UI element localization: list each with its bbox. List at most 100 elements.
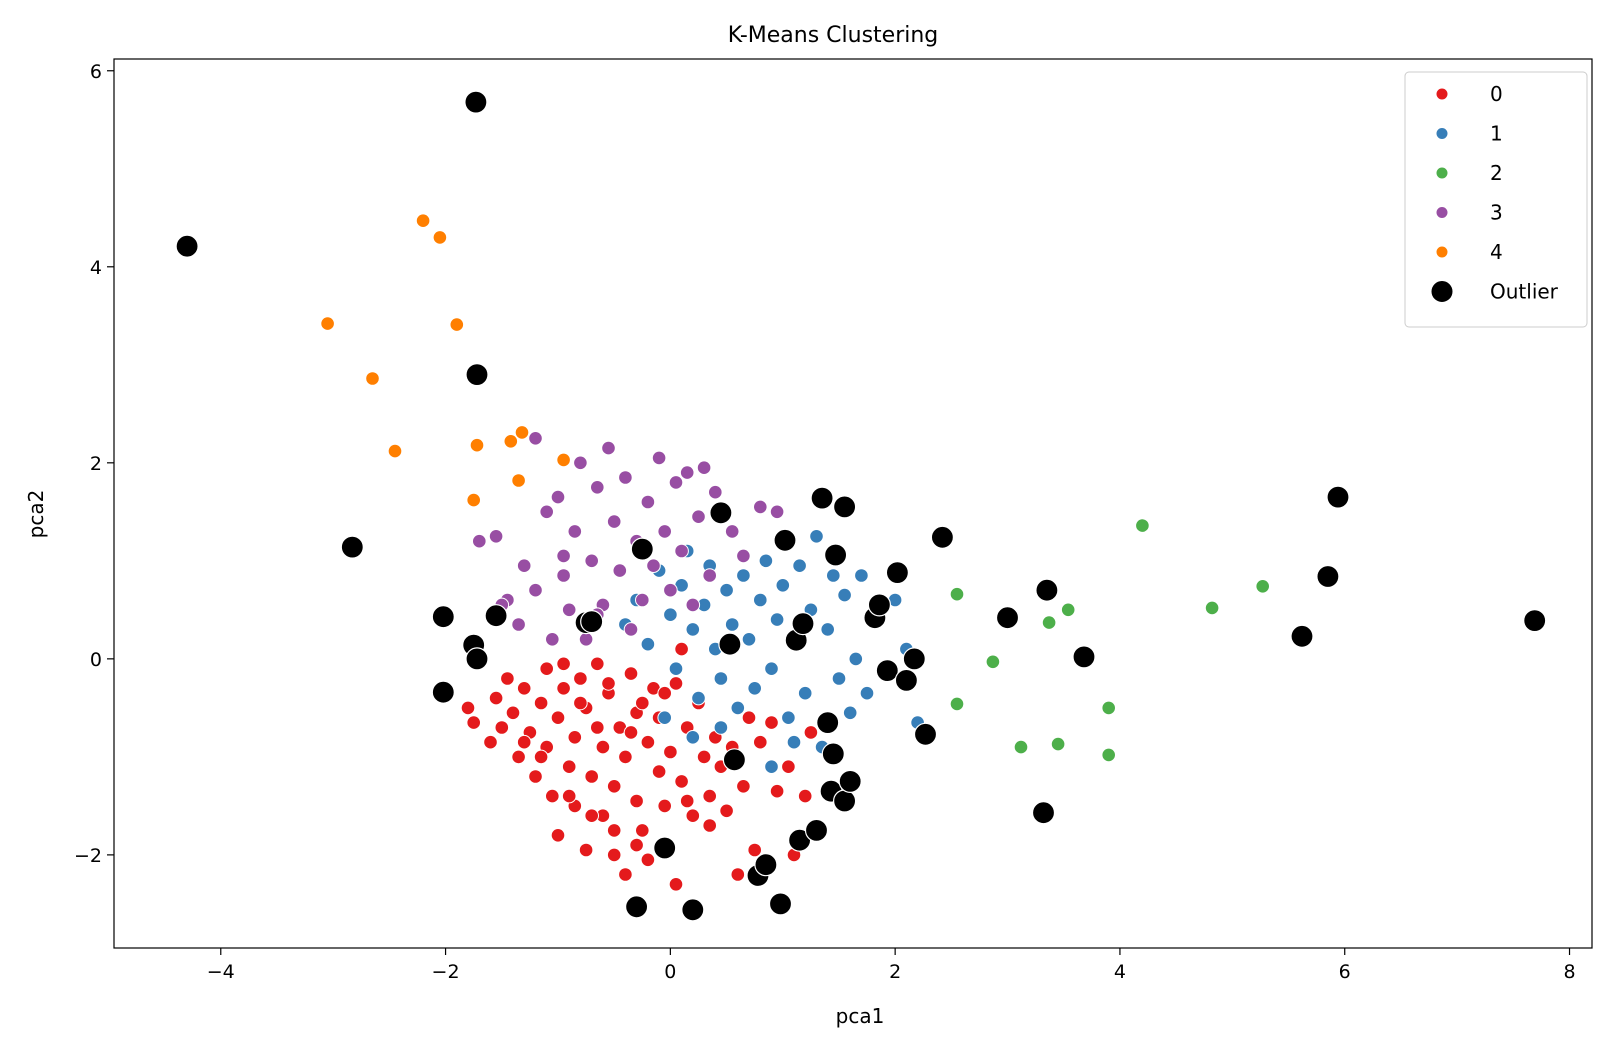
cluster-0-point: [618, 749, 633, 765]
cluster-3-point: [612, 563, 628, 578]
cluster-1-point: [730, 700, 746, 716]
cluster-0-point: [556, 681, 571, 696]
cluster-0-point: [702, 818, 718, 833]
plot-marks: [175, 90, 1547, 922]
x-tick-label: 6: [1339, 961, 1351, 983]
cluster-4-point: [556, 452, 571, 468]
outlier-point: [902, 647, 926, 671]
outlier-point: [791, 611, 815, 636]
cluster-0-point: [550, 710, 566, 726]
cluster-0-point: [606, 779, 622, 794]
cluster-0-point: [679, 793, 695, 809]
cluster-1-point: [809, 529, 824, 544]
cluster-0-point: [640, 852, 656, 868]
outlier-point: [823, 543, 848, 567]
cluster-3-point: [679, 465, 695, 480]
outlier-point: [653, 836, 677, 860]
x-axis-label: pca1: [836, 1004, 885, 1028]
cluster-0-point: [573, 695, 588, 711]
cluster-0-point: [719, 803, 734, 819]
y-axis-label: pca2: [24, 490, 48, 539]
cluster-1-point: [837, 587, 852, 603]
cluster-2-point: [949, 696, 965, 712]
cluster-0-point: [590, 656, 605, 672]
cluster-0-point: [753, 734, 768, 750]
cluster-1-point: [854, 568, 869, 583]
cluster-0-point: [668, 676, 684, 691]
cluster-1-point: [775, 578, 791, 593]
cluster-0-point: [561, 788, 577, 804]
cluster-0-point: [606, 847, 622, 863]
outlier-point: [754, 853, 778, 877]
outlier-point: [718, 632, 742, 656]
legend-label: 1: [1490, 122, 1503, 146]
x-tick-label: 2: [889, 961, 901, 983]
cluster-3-point: [573, 455, 588, 471]
legend-box: [1404, 71, 1588, 328]
cluster-3-point: [606, 514, 622, 529]
cluster-3-point: [708, 484, 723, 500]
cluster-3-point: [753, 499, 768, 515]
outlier-point: [810, 486, 834, 510]
legend-marker: [1435, 87, 1449, 101]
cluster-1-point: [691, 690, 706, 706]
legend-label: 0: [1490, 82, 1503, 106]
y-tick-label: 6: [90, 61, 102, 83]
cluster-3-point: [516, 558, 532, 574]
outlier-point: [175, 234, 199, 258]
cluster-2-point: [1135, 518, 1150, 533]
cluster-0-point: [663, 744, 678, 760]
cluster-0-point: [488, 690, 504, 706]
outlier-point: [1326, 485, 1350, 509]
cluster-0-point: [623, 725, 639, 740]
chart-title: K-Means Clustering: [728, 23, 939, 48]
legend-marker: [1435, 166, 1449, 180]
outlier-point: [709, 501, 733, 525]
legend-marker: [1435, 127, 1449, 140]
cluster-1-point: [842, 705, 858, 721]
cluster-3-point: [674, 543, 689, 559]
outlier-point: [816, 710, 840, 735]
cluster-3-point: [545, 632, 560, 647]
cluster-0-point: [550, 828, 566, 843]
cluster-0-point: [590, 720, 605, 735]
cluster-1-point: [713, 720, 729, 735]
cluster-3-point: [618, 470, 633, 485]
cluster-0-point: [528, 769, 543, 784]
x-axis-ticks: −4 −2 0 2 4 6 8: [207, 948, 1576, 983]
cluster-0-point: [545, 788, 560, 804]
cluster-4-point: [466, 492, 482, 508]
cluster-3-point: [691, 509, 706, 525]
cluster-0-point: [601, 676, 616, 691]
cluster-1-point: [719, 582, 734, 598]
cluster-4-point: [514, 425, 530, 440]
cluster-0-point: [561, 759, 577, 775]
outlier-point: [930, 525, 955, 549]
y-axis-ticks: −2 0 2 4 6: [74, 61, 114, 867]
cluster-3-point: [623, 622, 639, 637]
axes-frame: [113, 58, 1593, 949]
outlier-point: [867, 593, 892, 617]
cluster-0-point: [483, 734, 498, 750]
outlier-point: [580, 609, 604, 634]
cluster-1-point: [736, 568, 751, 583]
cluster-3-point: [668, 475, 684, 490]
outlier-point: [913, 722, 938, 746]
cluster-3-point: [663, 582, 678, 598]
legend-marker: [1435, 245, 1449, 259]
cluster-0-point: [618, 867, 633, 882]
cluster-3-point: [640, 494, 656, 510]
cluster-0-point: [685, 808, 701, 824]
cluster-0-point: [741, 710, 757, 726]
cluster-0-point: [635, 695, 650, 711]
cluster-1-point: [764, 661, 779, 677]
cluster-0-point: [516, 734, 532, 750]
cluster-3-point: [528, 431, 543, 446]
cluster-4-point: [511, 473, 526, 488]
cluster-0-point: [606, 823, 622, 838]
legend-label: 3: [1490, 201, 1503, 225]
legend-label: Outlier: [1490, 280, 1559, 304]
outlier-point: [885, 560, 910, 585]
outlier-point: [995, 606, 1020, 630]
